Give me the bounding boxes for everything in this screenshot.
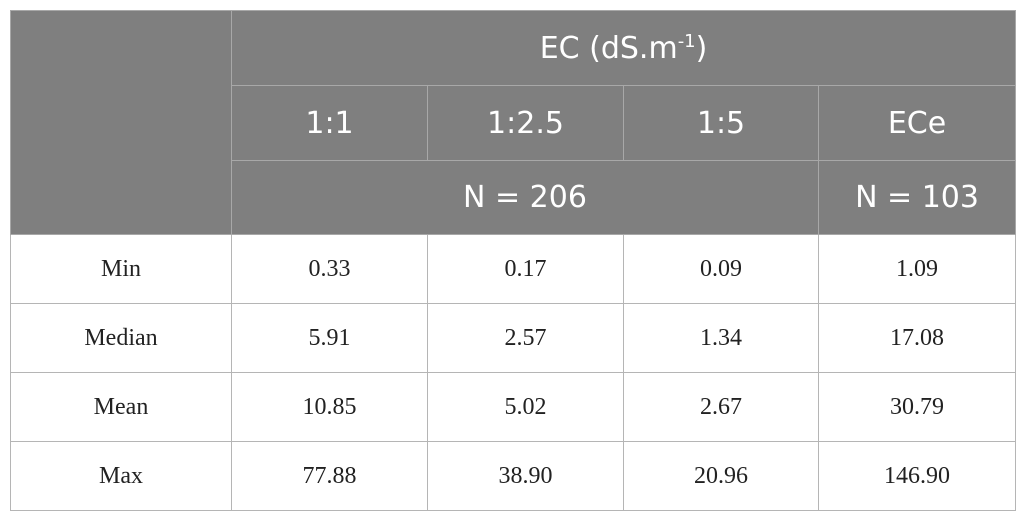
title-superscript: -1 — [677, 30, 696, 52]
cell: 10.85 — [231, 372, 428, 442]
header-row: 1:1 1:2.5 1:5 ECe — [11, 85, 1017, 161]
cell: 1.34 — [623, 303, 819, 373]
header-row: EC (dS.m-1) — [10, 10, 1017, 235]
row-label: Min — [10, 234, 232, 304]
cell: 1.09 — [817, 234, 1017, 304]
table-row: Mean 10.85 5.02 2.67 30.79 — [10, 372, 1017, 442]
row-label: Median — [10, 303, 232, 373]
cell: 30.79 — [817, 372, 1017, 442]
row-label: Max — [10, 441, 232, 511]
cell: 20.96 — [623, 441, 819, 511]
cell: 2.67 — [623, 372, 819, 442]
column-header: 1:1 — [231, 85, 428, 161]
title-close: ) — [695, 30, 708, 66]
column-header: 1:2.5 — [427, 85, 624, 161]
title-text: EC (dS.m — [539, 30, 678, 66]
table-row: Median 5.91 2.57 1.34 17.08 — [10, 303, 1017, 373]
column-header: 1:5 — [623, 85, 819, 161]
row-label: Mean — [10, 372, 232, 442]
table-header: EC (dS.m-1) 1:1 1:2.5 1:5 ECe N = 206 N … — [10, 10, 1017, 235]
cell: 146.90 — [817, 441, 1017, 511]
cell: 0.09 — [623, 234, 819, 304]
cell: 5.91 — [231, 303, 428, 373]
header-title: EC (dS.m-1) — [230, 10, 1017, 86]
cell: 0.17 — [427, 234, 624, 304]
count-header: N = 206 — [231, 160, 819, 235]
cell: 0.33 — [231, 234, 428, 304]
corner-cell — [10, 10, 232, 235]
count-header: N = 103 — [817, 160, 1017, 235]
table-row: Min 0.33 0.17 0.09 1.09 — [10, 234, 1017, 304]
cell: 5.02 — [427, 372, 624, 442]
cell: 17.08 — [817, 303, 1017, 373]
table-body: Min 0.33 0.17 0.09 1.09 Median 5.91 2.57 1.34 17.… — [10, 234, 1017, 511]
header-row: N = 206 N = 103 — [11, 160, 1017, 235]
cell: 77.88 — [231, 441, 428, 511]
data-table: EC (dS.m-1) 1:1 1:2.5 1:5 ECe N = 206 N … — [10, 10, 1017, 511]
cell: 38.90 — [427, 441, 624, 511]
cell: 2.57 — [427, 303, 624, 373]
column-header: ECe — [817, 85, 1017, 161]
table-row: Max 77.88 38.90 20.96 146.90 — [10, 441, 1017, 511]
